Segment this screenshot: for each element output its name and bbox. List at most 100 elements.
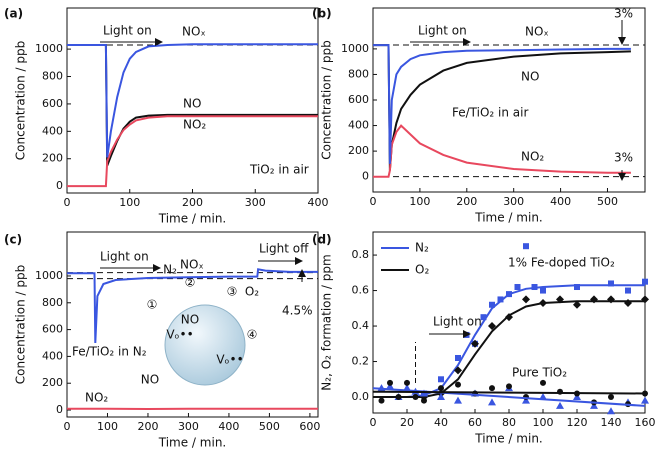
- y-tick-label: 600: [42, 97, 63, 110]
- y-tick-label: 400: [42, 124, 63, 137]
- data-point: [395, 394, 402, 401]
- data-point: [463, 331, 470, 338]
- x-tick-label: 100: [119, 196, 140, 209]
- x-tick-label: 300: [245, 196, 266, 209]
- data-point: [438, 376, 444, 383]
- x-tick-label: 200: [456, 195, 477, 208]
- data-point: [625, 287, 631, 294]
- data-point: [607, 407, 615, 415]
- y-tick-label: 200: [348, 144, 369, 157]
- data-point: [539, 298, 547, 307]
- x-axis-label: Time / min.: [474, 211, 542, 225]
- data-line: [67, 115, 318, 188]
- data-point: [523, 243, 529, 250]
- x-tick-label: 160: [635, 416, 656, 429]
- data-point: [404, 379, 410, 386]
- plot-frame: [372, 7, 646, 193]
- x-tick-label: 0: [64, 196, 71, 209]
- data-point: [412, 394, 419, 401]
- x-tick-label: 500: [259, 420, 280, 433]
- y-tick-label: 0: [56, 403, 63, 416]
- x-tick-label: 200: [137, 420, 158, 433]
- legend-label: O₂: [415, 263, 429, 277]
- x-tick-label: 300: [503, 195, 524, 208]
- y-tick-label: 800: [42, 70, 63, 83]
- data-point: [378, 397, 385, 404]
- plot-frame: [66, 231, 319, 418]
- data-point: [506, 291, 512, 298]
- data-line: [67, 268, 318, 344]
- data-line: [373, 44, 631, 164]
- data-point: [387, 379, 393, 386]
- y-tick-label: 800: [42, 296, 63, 309]
- annotation: Light on: [418, 24, 467, 38]
- x-axis-label: Time / min.: [158, 436, 226, 450]
- annotation: 3%: [614, 7, 633, 21]
- data-point: [540, 379, 546, 386]
- inset-label: ①: [147, 298, 158, 312]
- inset-label: NO: [141, 373, 159, 387]
- data-point: [514, 284, 521, 291]
- y-tick-label: 0: [362, 170, 369, 183]
- data-point: [590, 295, 598, 304]
- data-point: [480, 314, 487, 321]
- data-point: [437, 393, 445, 401]
- data-point: [573, 300, 581, 309]
- data-point: [556, 401, 564, 409]
- panel-label: (c): [4, 233, 22, 247]
- data-point: [590, 401, 598, 409]
- data-point: [642, 278, 648, 285]
- x-tick-label: 20: [400, 416, 414, 429]
- data-point: [607, 295, 615, 304]
- annotation: Light on: [100, 250, 149, 264]
- x-tick-label: 200: [182, 196, 203, 209]
- x-tick-label: 500: [597, 195, 618, 208]
- data-point: [522, 396, 530, 404]
- inset-label: Vₒ••: [166, 328, 193, 342]
- y-tick-label: 0.6: [352, 284, 370, 297]
- series-label: NO₂: [183, 118, 206, 132]
- x-tick-label: 300: [178, 420, 199, 433]
- annotation: Light off: [259, 242, 309, 256]
- data-point: [540, 287, 546, 294]
- data-point: [421, 397, 427, 404]
- inset-label: ②: [185, 276, 196, 290]
- data-point: [608, 394, 614, 401]
- y-tick-label: 800: [348, 67, 369, 80]
- inset-label: O₂: [245, 285, 259, 299]
- y-tick-label: 1000: [35, 42, 63, 55]
- x-tick-label: 140: [601, 416, 622, 429]
- data-point: [641, 295, 649, 304]
- inset-label: ④: [247, 328, 258, 342]
- data-point: [471, 339, 479, 348]
- series-label: NOₓ: [182, 25, 206, 39]
- panel-label: (a): [4, 7, 23, 21]
- inset-label: Vₒ••: [216, 353, 243, 367]
- inset-label: N₂: [163, 263, 177, 277]
- data-point: [438, 385, 444, 392]
- series-label: NO: [521, 70, 539, 84]
- data-point: [455, 354, 461, 361]
- y-tick-label: 400: [42, 349, 63, 362]
- x-tick-label: 600: [299, 420, 320, 433]
- x-tick-label: 0: [370, 195, 377, 208]
- data-point: [488, 322, 496, 331]
- data-point: [386, 382, 394, 390]
- data-point: [641, 396, 649, 404]
- x-tick-label: 100: [533, 416, 554, 429]
- x-tick-label: 60: [468, 416, 482, 429]
- x-tick-label: 40: [434, 416, 448, 429]
- annotation: Fe/TiO₂ in N₂: [72, 345, 147, 359]
- x-tick-label: 120: [567, 416, 588, 429]
- data-point: [608, 280, 614, 287]
- annotation: TiO₂ in air: [249, 163, 309, 177]
- data-point: [531, 284, 538, 291]
- y-tick-label: 0.8: [352, 248, 370, 261]
- series-label: NOₓ: [525, 25, 549, 39]
- annotation: 3%: [614, 151, 633, 165]
- y-tick-label: 600: [348, 93, 369, 106]
- data-line: [373, 124, 631, 178]
- series-label: NO₂: [85, 391, 108, 405]
- y-tick-label: 1000: [341, 42, 369, 55]
